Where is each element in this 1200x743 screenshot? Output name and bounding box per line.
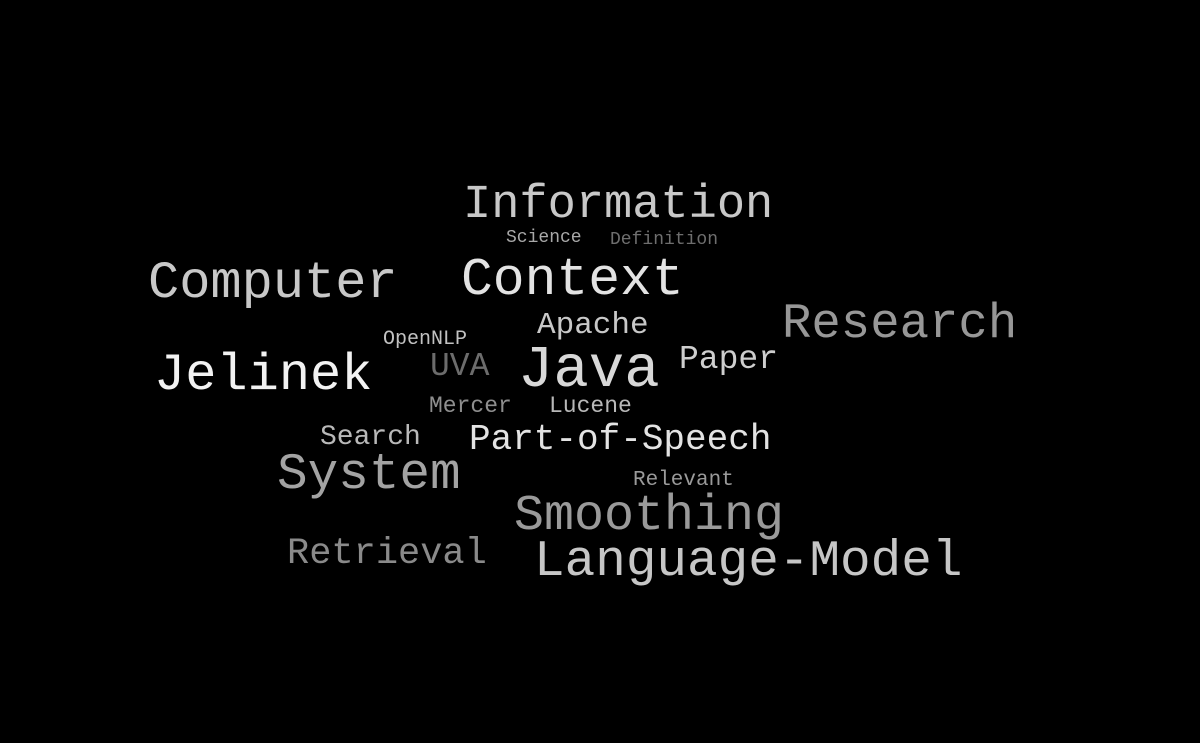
word-lucene: Lucene bbox=[549, 393, 632, 419]
word-search: Search bbox=[320, 422, 421, 453]
word-relevant: Relevant bbox=[633, 469, 734, 492]
word-retrieval: Retrieval bbox=[287, 533, 487, 575]
word-research: Research bbox=[782, 296, 1018, 352]
word-computer: Computer bbox=[148, 254, 398, 313]
word-java: Java bbox=[518, 337, 660, 404]
word-paper: Paper bbox=[679, 341, 779, 378]
word-uva: UVA bbox=[430, 348, 490, 385]
word-mercer: Mercer bbox=[429, 393, 512, 419]
word-science: Science bbox=[506, 228, 582, 248]
word-apache: Apache bbox=[537, 308, 649, 343]
word-information: Information bbox=[463, 179, 774, 232]
word-context: Context bbox=[461, 250, 684, 310]
word-smoothing: Smoothing bbox=[514, 488, 785, 545]
word-definition: Definition bbox=[610, 230, 719, 250]
word-system: System bbox=[277, 447, 461, 504]
word-jelinek: Jelinek bbox=[154, 346, 373, 405]
word-opennlp: OpenNLP bbox=[383, 328, 468, 351]
word-language-model: Language-Model bbox=[534, 534, 963, 591]
word-part-of-speech: Part-of-Speech bbox=[469, 419, 772, 460]
